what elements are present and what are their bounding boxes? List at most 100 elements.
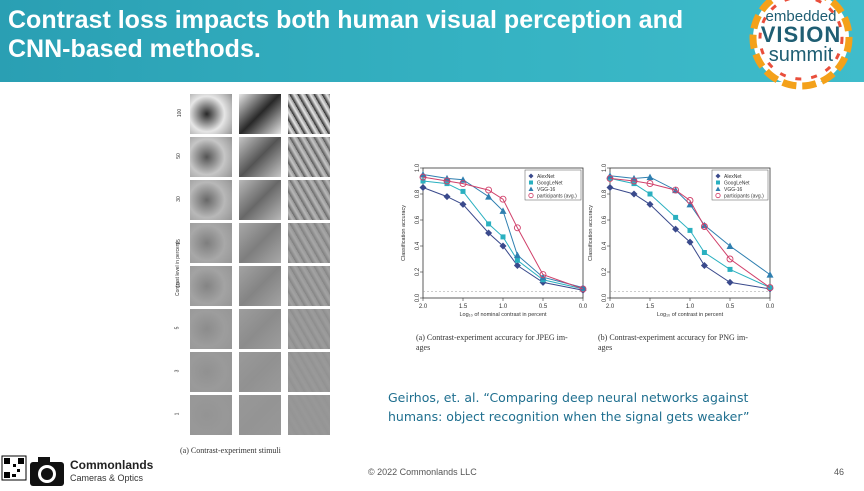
- chart-png-caption-line1: (b) Contrast-experiment accuracy for PNG…: [598, 333, 748, 342]
- data-point: [419, 184, 427, 191]
- data-point: [701, 250, 707, 255]
- data-point: [606, 174, 614, 182]
- logo-text-vision: VISION: [760, 22, 842, 47]
- data-point: [513, 224, 521, 232]
- stimulus-image: [288, 309, 330, 349]
- stimulus-image: [190, 266, 232, 306]
- chart-jpeg-caption-line2: ages: [416, 343, 431, 352]
- data-point: [513, 251, 521, 259]
- qr-code-icon: [1, 455, 27, 481]
- data-point: [539, 271, 547, 279]
- logo-text-embedded: embedded: [765, 8, 837, 25]
- stimulus-image: [239, 352, 281, 392]
- data-point: [579, 284, 587, 291]
- data-point: [646, 200, 654, 208]
- citation-quote: Geirhos, et. al. “Comparing deep neural …: [388, 390, 750, 424]
- data-point: [700, 262, 708, 269]
- legend-label: GoogLeNet: [537, 181, 563, 187]
- stimuli-caption: (a) Contrast-experiment stimuli: [180, 446, 281, 455]
- data-point: [687, 227, 693, 233]
- data-point: [486, 221, 492, 227]
- data-point: [443, 193, 451, 201]
- slide-title: Contrast loss impacts both human visual …: [8, 6, 684, 63]
- series-line: [422, 174, 584, 289]
- x-tick-label: 0.5: [539, 304, 548, 310]
- legend-label: AlexNet: [724, 174, 742, 180]
- stimulus-image: [239, 223, 281, 263]
- legend-marker: [716, 180, 720, 185]
- series-line: [609, 177, 771, 289]
- legend-marker: [715, 173, 721, 179]
- stimulus-image: [239, 395, 281, 435]
- stimuli-level-label: 5: [174, 326, 181, 330]
- y-tick-label: 1.0: [602, 163, 608, 172]
- legend-marker: [529, 180, 533, 185]
- y-tick-label: 1.0: [415, 163, 421, 172]
- stimuli-level-label: 50: [175, 153, 182, 159]
- data-point: [686, 238, 694, 246]
- header-banner: Contrast loss impacts both human visual …: [0, 0, 864, 82]
- x-tick-label: 2.0: [606, 304, 615, 310]
- x-tick-label: 2.0: [419, 304, 428, 310]
- stimulus-image: [239, 94, 281, 134]
- x-tick-label: 0.5: [726, 304, 735, 310]
- stimuli-ylabel: Contrast level in percent: [175, 242, 181, 296]
- data-point: [485, 193, 493, 200]
- stimulus-image: [190, 352, 232, 392]
- data-point: [460, 188, 466, 194]
- legend-marker: [715, 192, 721, 199]
- stimulus-image: [190, 395, 232, 435]
- data-point: [485, 186, 493, 194]
- y-tick-label: 0.6: [602, 215, 608, 224]
- data-point: [513, 262, 521, 269]
- y-tick-label: 0.8: [415, 189, 421, 198]
- y-tick-label: 0.4: [415, 241, 421, 250]
- x-tick-label: 1.0: [499, 304, 508, 310]
- data-point: [443, 177, 451, 185]
- logo-ring-icon: [749, 0, 853, 90]
- stimulus-image: [190, 94, 232, 134]
- x-tick-label: 1.5: [459, 304, 468, 310]
- stimulus-image: [190, 137, 232, 177]
- stimulus-image: [288, 180, 330, 220]
- data-point: [500, 234, 506, 240]
- stimulus-image: [288, 352, 330, 392]
- legend-label: participants (avg.): [724, 194, 764, 200]
- y-tick-label: 0.2: [602, 267, 608, 276]
- y-axis-label: Classification accuracy: [401, 205, 407, 261]
- chart-png-caption-line2: ages: [598, 343, 613, 352]
- stimulus-image: [288, 223, 330, 263]
- stimulus-image: [288, 395, 330, 435]
- x-axis-label: Log₁₀ of contrast in percent: [657, 312, 724, 318]
- legend-marker: [528, 186, 534, 191]
- embedded-vision-summit-logo: embedded VISION summit: [738, 0, 864, 91]
- brand-area: [0, 450, 200, 491]
- legend-label: participants (avg.): [537, 194, 577, 200]
- y-tick-label: 0.8: [602, 189, 608, 198]
- series-line: [609, 187, 771, 290]
- stimuli-level-label: 100: [177, 108, 184, 118]
- legend-label: VGG-16: [537, 187, 556, 193]
- stimuli-grid: 100 50 30 15 10 5 3 1: [172, 94, 342, 439]
- y-tick-label: 0.6: [415, 215, 421, 224]
- data-point: [672, 186, 680, 194]
- stimulus-image: [190, 180, 232, 220]
- stimuli-level-label: 30: [175, 196, 182, 202]
- copyright: © 2022 Commonlands LLC: [368, 467, 477, 477]
- data-point: [485, 229, 493, 237]
- camera-logo-icon: [30, 457, 64, 486]
- legend-box: [524, 169, 582, 201]
- y-tick-label: 0.4: [602, 241, 608, 250]
- data-point: [727, 266, 733, 272]
- data-point: [459, 180, 467, 188]
- chart-jpeg-caption-line1: (a) Contrast-experiment accuracy for JPE…: [416, 333, 568, 342]
- series-line: [422, 187, 584, 291]
- data-point: [646, 180, 654, 188]
- x-tick-label: 0.0: [579, 304, 588, 310]
- data-point: [767, 285, 773, 291]
- logo-text-summit: summit: [768, 44, 834, 66]
- legend-marker: [528, 173, 534, 179]
- stimulus-image: [190, 309, 232, 349]
- stimuli-level-label: 3: [174, 369, 181, 373]
- stimulus-image: [190, 223, 232, 263]
